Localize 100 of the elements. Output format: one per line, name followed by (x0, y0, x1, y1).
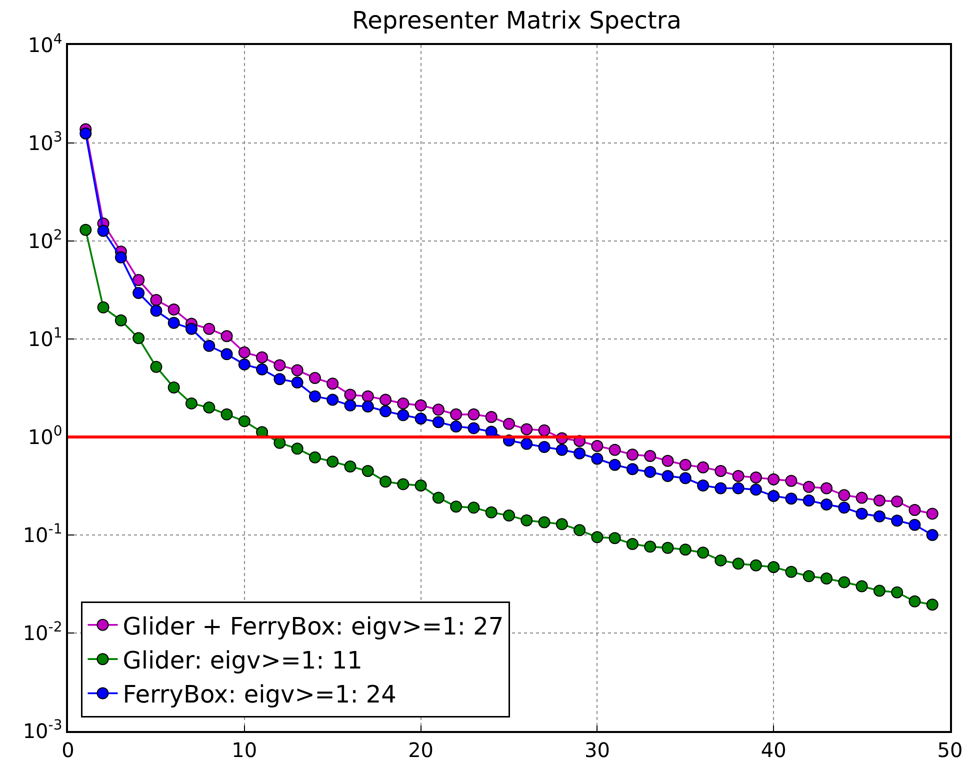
point (238, 358, 250, 370)
point (326, 456, 339, 468)
legend-label: Glider + FerryBox: eigv>=1: 27 (122, 612, 504, 640)
point (326, 378, 339, 390)
point (520, 514, 533, 526)
point (838, 502, 850, 514)
point (291, 376, 304, 388)
point (591, 440, 604, 452)
point (644, 450, 656, 462)
point (150, 304, 162, 317)
point (662, 470, 674, 482)
point (926, 508, 938, 520)
point (450, 408, 462, 420)
point (291, 442, 304, 455)
point (820, 482, 833, 494)
point (538, 516, 550, 528)
y-tick-label: 10$^{3}$ (28, 130, 62, 155)
y-tick-label: 10$^{-1}$ (22, 522, 62, 547)
y-tick-label: 10$^{4}$ (28, 32, 62, 57)
point (168, 304, 180, 316)
y-tick-label: 10$^{-3}$ (22, 718, 62, 743)
point (308, 451, 321, 464)
point (556, 444, 568, 456)
point (520, 423, 533, 436)
x-tick-label: 30 (584, 738, 610, 762)
point (591, 531, 604, 544)
point (132, 286, 145, 299)
point (732, 470, 744, 482)
point (150, 360, 162, 373)
point (362, 464, 374, 477)
point (450, 420, 462, 432)
point (308, 372, 321, 384)
point (380, 405, 392, 418)
point (697, 546, 710, 559)
point (414, 399, 427, 412)
point (256, 363, 268, 376)
point (926, 529, 938, 541)
legend-label: FerryBox: eigv>=1: 24 (122, 680, 396, 709)
point (432, 416, 444, 428)
point (220, 348, 233, 360)
point (768, 561, 780, 574)
point (750, 472, 762, 484)
point (468, 502, 480, 514)
point (644, 540, 656, 553)
point (697, 461, 710, 474)
point (785, 566, 798, 578)
point (926, 598, 938, 611)
y-tick-label: 10$^{2}$ (28, 228, 62, 253)
legend-label: Glider: eigv>=1: 11 (122, 646, 362, 674)
point (185, 322, 198, 335)
y-tick-label: 10$^{-2}$ (22, 620, 62, 645)
point (380, 394, 392, 406)
point (168, 382, 180, 394)
point (856, 580, 868, 592)
point (785, 492, 798, 505)
point (468, 408, 480, 420)
point (662, 454, 674, 467)
point (220, 408, 233, 420)
point (397, 478, 410, 490)
point (468, 422, 480, 434)
point (168, 316, 180, 329)
point (856, 508, 868, 520)
point (80, 224, 92, 236)
point (714, 464, 727, 477)
point (80, 128, 92, 140)
point (785, 474, 798, 487)
x-tick-label: 0 (62, 738, 74, 762)
point (626, 538, 638, 550)
point (538, 424, 550, 436)
point (873, 494, 886, 506)
point (750, 559, 762, 572)
point (380, 476, 392, 488)
point (362, 400, 374, 412)
x-tick-label: 40 (760, 738, 786, 762)
point (820, 572, 833, 584)
point (838, 489, 850, 502)
x-tick-label: 10 (232, 738, 258, 762)
point (344, 388, 356, 401)
point (397, 409, 410, 422)
point (274, 359, 286, 372)
point (97, 301, 110, 314)
point (838, 576, 850, 588)
point (203, 322, 216, 335)
point (520, 438, 533, 450)
point (873, 510, 886, 522)
point (397, 397, 410, 410)
point (556, 518, 568, 530)
point (538, 441, 550, 454)
point (891, 514, 904, 527)
point (714, 554, 727, 566)
point (344, 460, 356, 472)
point (238, 346, 250, 358)
point (114, 314, 127, 326)
point (220, 330, 233, 342)
point (203, 340, 216, 352)
point (891, 586, 904, 598)
point (608, 444, 621, 456)
chart-title: Representer Matrix Spectra (352, 6, 682, 34)
point (432, 492, 444, 504)
point (714, 482, 727, 494)
